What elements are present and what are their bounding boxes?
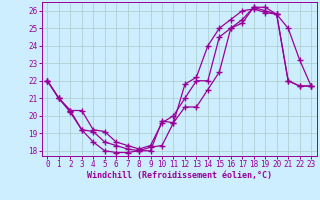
X-axis label: Windchill (Refroidissement éolien,°C): Windchill (Refroidissement éolien,°C) [87, 171, 272, 180]
